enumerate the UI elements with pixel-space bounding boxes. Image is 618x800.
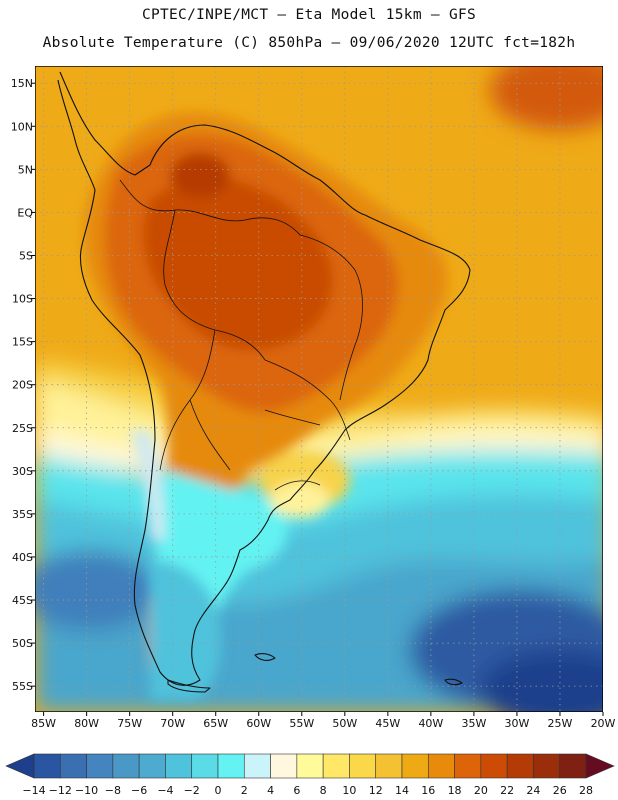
colorbar-box xyxy=(112,753,140,779)
lat-label: 10S xyxy=(12,293,33,306)
lat-lon-grid xyxy=(35,66,603,712)
colorbar-label: 10 xyxy=(342,784,356,797)
lat-label: 35S xyxy=(12,508,33,521)
colorbar-label: −12 xyxy=(49,784,72,797)
colorbar-box xyxy=(217,753,245,779)
colorbar-label: 20 xyxy=(474,784,488,797)
lat-label: 30S xyxy=(12,465,33,478)
colorbar-label: −2 xyxy=(184,784,200,797)
lon-label: 75W xyxy=(117,717,142,730)
colorbar-label: 22 xyxy=(500,784,514,797)
colorbar-arrow-low xyxy=(5,753,35,779)
colorbar-box xyxy=(349,753,377,779)
latitude-ticks: 15N 10N 5N EQ 5S 10S 15S 20S 25S 30S 35S 40S 45S 50S 5… xyxy=(11,77,35,693)
lat-label: 45S xyxy=(12,594,33,607)
lat-label: 5N xyxy=(18,163,33,176)
colorbar-label: 18 xyxy=(448,784,462,797)
colorbar-label: −8 xyxy=(105,784,121,797)
colorbar-box xyxy=(454,753,482,779)
lon-label: 80W xyxy=(74,717,99,730)
lon-label: 30W xyxy=(505,717,530,730)
colorbar-label: 24 xyxy=(526,784,540,797)
colorbar-label: 14 xyxy=(395,784,409,797)
country-borders xyxy=(119,179,363,491)
colorbar-box xyxy=(270,753,298,779)
lat-label: 15N xyxy=(11,77,33,90)
colorbar-box xyxy=(243,753,271,779)
temperature-field xyxy=(35,66,603,712)
colorbar-box xyxy=(480,753,508,779)
colorbar-label: 6 xyxy=(293,784,300,797)
coastline xyxy=(57,71,471,693)
colorbar-label: 8 xyxy=(320,784,327,797)
lat-label: EQ xyxy=(17,206,33,219)
colorbar-arrow-high xyxy=(585,753,615,779)
colorbar-label: −4 xyxy=(157,784,173,797)
lat-label: 20S xyxy=(12,379,33,392)
lat-label: 55S xyxy=(12,680,33,693)
lon-label: 45W xyxy=(375,717,400,730)
colorbar-box xyxy=(375,753,403,779)
lon-label: 55W xyxy=(289,717,314,730)
lon-label: 40W xyxy=(418,717,443,730)
colorbar-box xyxy=(401,753,429,779)
lon-label: 65W xyxy=(203,717,228,730)
colorbar-box xyxy=(427,753,455,779)
lon-label: 20W xyxy=(591,717,616,730)
colorbar-label: −6 xyxy=(131,784,147,797)
lon-label: 60W xyxy=(246,717,271,730)
longitude-ticks: 85W 80W 75W 70W 65W 60W 55W 50W 45W 40W 35W 30W 25W 2… xyxy=(31,712,616,730)
colorbar-box xyxy=(191,753,219,779)
colorbar-box xyxy=(533,753,561,779)
lat-label: 40S xyxy=(12,551,33,564)
chart-subtitle: Absolute Temperature (C) 850hPa — 09/06/… xyxy=(42,35,576,51)
colorbar-box xyxy=(165,753,193,779)
colorbar-box xyxy=(506,753,534,779)
lon-label: 25W xyxy=(548,717,573,730)
colorbar-box xyxy=(559,753,587,779)
colorbar-label: 12 xyxy=(369,784,383,797)
colorbar-label: 16 xyxy=(421,784,435,797)
lat-label: 10N xyxy=(11,120,33,133)
lat-label: 15S xyxy=(12,336,33,349)
colorbar-box xyxy=(59,753,87,779)
lat-label: 25S xyxy=(12,422,33,435)
colorbar-box xyxy=(33,753,61,779)
colorbar-label: −10 xyxy=(75,784,98,797)
colorbar-label: 26 xyxy=(553,784,567,797)
chart-title: CPTEC/INPE/MCT — Eta Model 15km — GFS xyxy=(141,7,477,23)
lat-label: 5S xyxy=(19,249,33,262)
colorbar-label: 2 xyxy=(241,784,248,797)
lat-label: 50S xyxy=(12,637,33,650)
colorbar-box xyxy=(138,753,166,779)
colorbar-label: −14 xyxy=(22,784,45,797)
colorbar-label: 28 xyxy=(579,784,593,797)
lon-label: 35W xyxy=(461,717,486,730)
colorbar-box xyxy=(296,753,324,779)
lon-label: 85W xyxy=(31,717,56,730)
colorbar-box xyxy=(86,753,114,779)
colorbar-box xyxy=(322,753,350,779)
colorbar-label: 4 xyxy=(267,784,274,797)
colorbar-label: 0 xyxy=(215,784,222,797)
lon-label: 70W xyxy=(160,717,185,730)
lon-label: 50W xyxy=(332,717,357,730)
